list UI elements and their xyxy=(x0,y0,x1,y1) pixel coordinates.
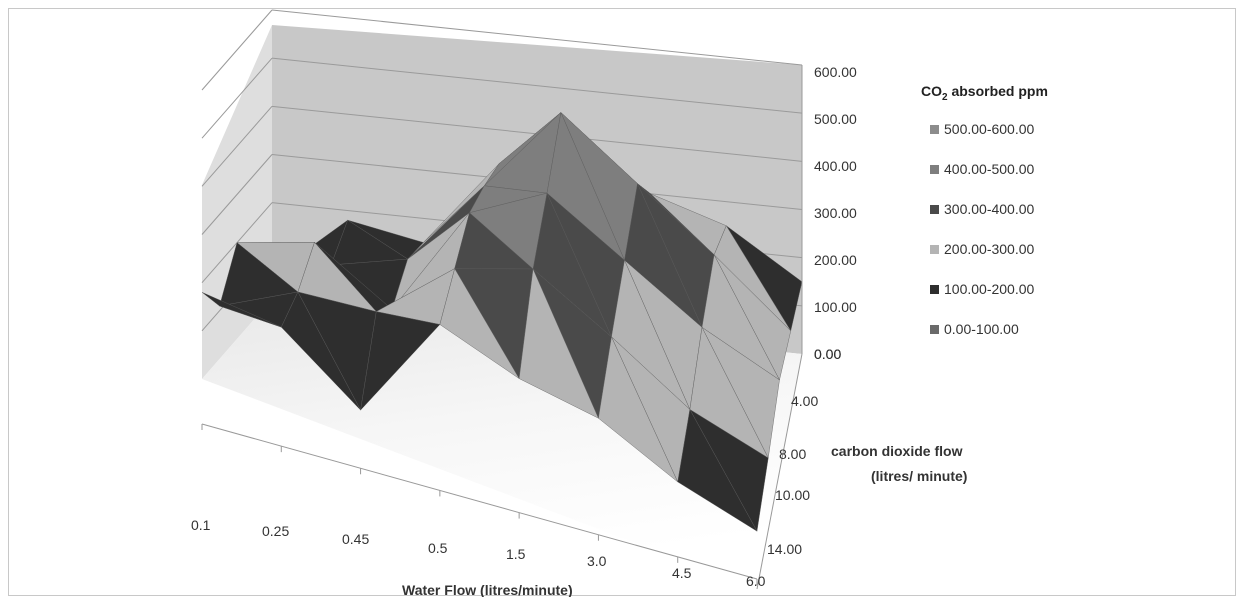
legend-title-suffix: absorbed ppm xyxy=(948,83,1048,99)
legend-item: 400.00-500.00 xyxy=(944,161,1035,177)
gridline xyxy=(201,154,273,235)
x-axis-title: Water Flow (litres/minute) xyxy=(402,582,573,597)
legend-item: 300.00-400.00 xyxy=(944,201,1035,217)
z-tick-label: 500.00 xyxy=(814,111,857,127)
legend-item: 100.00-200.00 xyxy=(944,281,1035,297)
surface-patches xyxy=(201,111,803,532)
z-axis-tick-labels: 0.00 0.00 100.00 200.00 300.00 400.00 50… xyxy=(814,64,857,362)
x-tick-label: 1.5 xyxy=(506,546,526,562)
depth-tick-label: 14.00 xyxy=(767,541,802,557)
gridline xyxy=(201,106,273,187)
x-tick-label: 0.25 xyxy=(262,523,289,539)
x-tick-label: 0.1 xyxy=(191,517,211,533)
legend-title: CO2 absorbed ppm xyxy=(921,83,1048,103)
axes xyxy=(201,65,803,590)
chart-area: 0.00 0.00 100.00 200.00 300.00 400.00 50… xyxy=(8,8,1236,598)
z-tick-label: 400.00 xyxy=(814,158,857,174)
surface-chart: 0.00 0.00 100.00 200.00 300.00 400.00 50… xyxy=(191,9,1048,598)
z-tick-label: 100.00 xyxy=(814,299,857,315)
surface-patch xyxy=(598,336,678,483)
legend: CO2 absorbed ppm 500.00-600.00 400.00-50… xyxy=(921,83,1048,337)
legend-item: 500.00-600.00 xyxy=(944,121,1035,137)
legend-title-subscript: 2 xyxy=(942,92,948,103)
x-axis-tick-labels: 0.1 0.25 0.45 0.5 1.5 3.0 4.5 6.0 xyxy=(191,517,766,589)
x-tick-label: 3.0 xyxy=(587,553,607,569)
surface-patch xyxy=(518,268,599,419)
gridline xyxy=(271,9,803,66)
depth-axis-tick-labels: 4.00 8.00 10.00 14.00 xyxy=(767,393,818,557)
legend-item: 200.00-300.00 xyxy=(944,241,1035,257)
legend-swatch xyxy=(930,245,939,254)
x-axis-line xyxy=(201,423,758,580)
depth-tick-label: 4.00 xyxy=(791,393,818,409)
z-tick-label: 200.00 xyxy=(814,252,857,268)
legend-swatch xyxy=(930,205,939,214)
z-tick-label: 0.00 xyxy=(814,346,841,362)
legend-swatch xyxy=(930,125,939,134)
legend-swatch xyxy=(930,165,939,174)
surface-patch xyxy=(677,408,758,532)
z-tick-label: 600.00 xyxy=(814,64,857,80)
depth-tick-label: 8.00 xyxy=(779,446,806,462)
x-tick-label: 0.45 xyxy=(342,531,369,547)
z-tick-label: 300.00 xyxy=(814,205,857,221)
surface-patch xyxy=(281,291,361,411)
legend-item: 0.00-100.00 xyxy=(944,321,1019,337)
depth-tick-label: 10.00 xyxy=(775,487,810,503)
gridline xyxy=(201,57,273,139)
z-tick-label: 0.00 xyxy=(814,346,841,362)
legend-swatch xyxy=(930,285,939,294)
surface-patch xyxy=(201,292,282,328)
x-tick-label: 4.5 xyxy=(672,565,692,581)
depth-axis-title-line1: carbon dioxide flow xyxy=(831,443,963,459)
x-tick-label: 0.5 xyxy=(428,540,448,556)
legend-swatch xyxy=(930,325,939,334)
depth-axis-line xyxy=(756,353,803,590)
gridline xyxy=(271,57,803,114)
surface-patch xyxy=(439,268,520,379)
x-tick-label: 6.0 xyxy=(746,573,766,589)
surface-patch xyxy=(360,311,441,411)
gridline xyxy=(201,9,273,91)
depth-axis-title-line2: (litres/ minute) xyxy=(871,468,967,484)
